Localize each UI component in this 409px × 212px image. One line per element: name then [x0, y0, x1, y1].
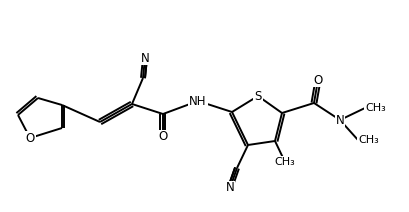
Text: O: O	[158, 131, 167, 144]
Text: N: N	[140, 52, 149, 64]
Text: CH₃: CH₃	[274, 157, 294, 167]
Text: O: O	[312, 74, 322, 86]
Text: CH₃: CH₃	[364, 103, 385, 113]
Text: S: S	[254, 89, 261, 102]
Text: CH₃: CH₃	[357, 135, 378, 145]
Text: NH: NH	[189, 95, 206, 107]
Text: O: O	[25, 131, 34, 145]
Text: N: N	[335, 113, 344, 127]
Text: N: N	[225, 181, 234, 194]
